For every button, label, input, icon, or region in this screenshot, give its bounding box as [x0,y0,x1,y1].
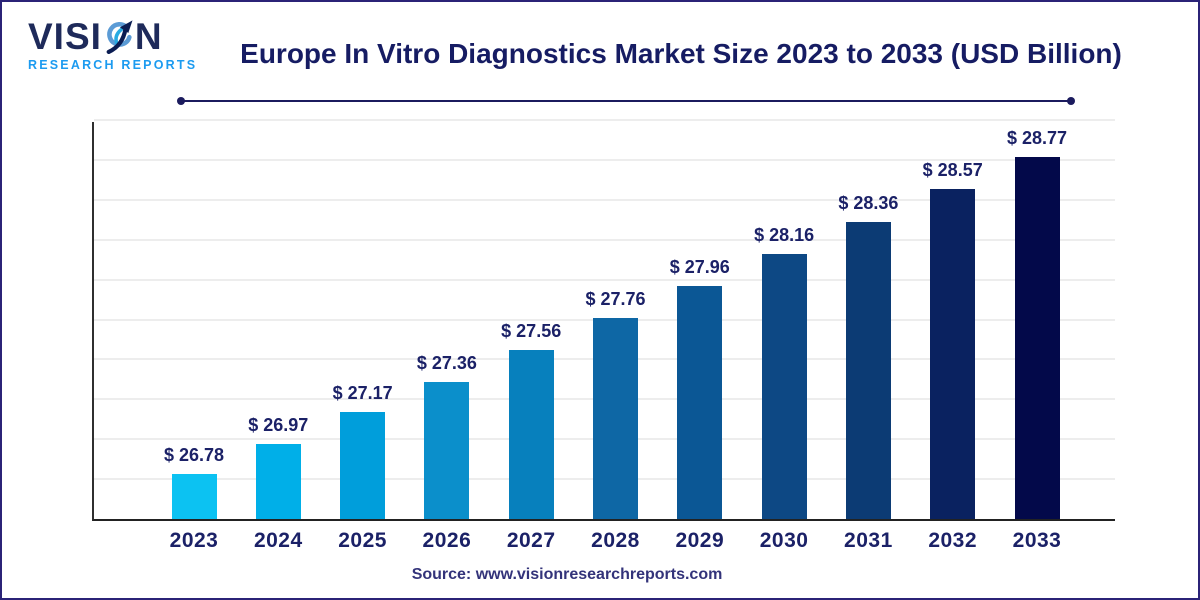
x-tick-label: 2029 [675,529,725,552]
page-title: Europe In Vitro Diagnostics Market Size … [240,38,1122,69]
logo-text-part1: VISI [28,16,102,57]
bar-value-label: $ 28.77 [1006,127,1068,148]
bar-2029 [677,285,723,519]
title-divider [177,97,1075,105]
x-tick-label: 2023 [169,529,219,552]
gridline [94,278,1115,281]
bar-2025 [340,412,386,519]
x-tick-label: 2030 [759,529,809,552]
x-tick-label: 2026 [422,529,472,552]
bar-value-label: $ 28.16 [754,225,815,246]
logo-subtitle: RESEARCH REPORTS [28,58,198,72]
bar-chart: $ 26.78 2023 $ 26.97 2024 $ 27.17 2025 $ 27.36… [92,119,1115,552]
bar-2032 [930,188,976,519]
x-tick-label: 2031 [844,529,893,552]
bar-value-label: $ 27.76 [585,288,646,309]
divider-dot-left [177,97,185,105]
bar-value-label: $ 26.97 [248,415,309,435]
gridline [94,158,1115,161]
bar-2024 [255,444,301,519]
bar-value-label: $ 27.36 [416,352,477,373]
x-tick-label: 2033 [1012,529,1062,552]
bar-2026 [424,381,470,519]
gridline [94,238,1115,241]
x-tick-label: 2025 [338,529,387,552]
bar-value-label: $ 27.96 [669,256,730,277]
bar-value-label: $ 26.78 [163,445,225,466]
x-tick-label: 2024 [253,529,303,552]
logo-drop-arrow-icon [106,20,133,54]
x-tick-label: 2032 [928,529,978,552]
bar-2031 [845,222,891,519]
bar-value-label: $ 27.56 [501,320,562,341]
bar-value-label: $ 28.57 [922,159,983,180]
source-text: Source: www.visionresearchreports.com [411,566,723,583]
gridline [94,198,1115,201]
logo: VISI N RESEARCH REPORTS [28,18,198,72]
divider-dot-right [1067,97,1075,105]
x-tick-label: 2028 [591,529,640,552]
bar-2027 [508,349,554,519]
bar-2033 [1014,156,1060,519]
logo-wordmark: VISI N [28,18,198,55]
gridline [94,119,1115,121]
x-tick-label: 2027 [506,529,556,552]
bar-value-label: $ 28.36 [838,193,899,214]
bar-2028 [593,317,638,519]
bar-2030 [761,254,807,519]
bar-value-label: $ 27.17 [332,383,393,404]
bar-2023 [171,474,217,519]
logo-text-part2: N [134,16,163,57]
